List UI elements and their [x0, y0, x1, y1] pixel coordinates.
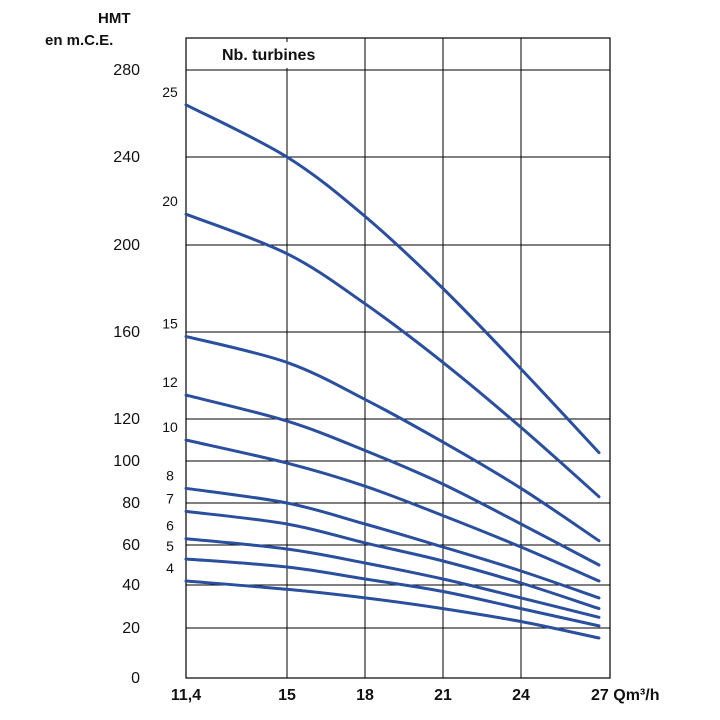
- curve-label-7: 7: [166, 490, 174, 506]
- y-axis-title-line2: en m.C.E.: [45, 32, 113, 49]
- curve-25-turbines: [184, 103, 601, 455]
- y-axis-ticks: 0 20 40 60 80 100 120 160 200 240 280: [113, 62, 140, 687]
- curve-7-turbines: [184, 509, 601, 611]
- plot-frame: [185, 37, 611, 679]
- legend-title: Nb. turbines: [222, 47, 315, 64]
- y-tick-label: 120: [113, 411, 140, 428]
- curve-label-5: 5: [166, 538, 174, 554]
- curve-label-15: 15: [162, 315, 178, 331]
- y-tick-label: 60: [122, 537, 140, 554]
- curve-20-turbines: [184, 212, 601, 499]
- curve-15-turbines: [184, 334, 601, 543]
- curve-label-20: 20: [162, 193, 178, 209]
- x-tick-label: 24: [512, 687, 530, 704]
- y-tick-label: 100: [113, 453, 140, 470]
- curve-label-8: 8: [166, 467, 174, 483]
- curve-12-turbines: [184, 393, 601, 567]
- curve-label-10: 10: [162, 419, 178, 435]
- curves: [184, 103, 601, 640]
- x-tick-label: 21: [434, 687, 452, 704]
- curve-label-25: 25: [162, 84, 178, 100]
- y-tick-label: 280: [113, 62, 140, 79]
- y-tick-label: 80: [122, 495, 140, 512]
- x-tick-label: 15: [278, 687, 296, 704]
- curve-4-turbines: [184, 579, 601, 640]
- curve-10-turbines: [184, 438, 601, 583]
- legend-background: [214, 42, 346, 68]
- curve-label-12: 12: [162, 374, 178, 390]
- x-tick-label: 27 Qm³/h: [591, 687, 659, 704]
- curve-label-6: 6: [166, 518, 174, 534]
- y-tick-label: 0: [131, 670, 140, 687]
- y-tick-label: 20: [122, 620, 140, 637]
- y-tick-label: 160: [113, 324, 140, 341]
- curve-labels: 25 20 15 12 10 8 7 6 5 4: [162, 84, 178, 576]
- curve-label-4: 4: [166, 560, 174, 576]
- x-axis-ticks: 11,4 15 18 21 24 27 Qm³/h: [171, 687, 660, 704]
- curve-8-turbines: [184, 486, 601, 600]
- curve-5-turbines: [184, 557, 601, 628]
- y-tick-label: 40: [122, 577, 140, 594]
- x-tick-label: 18: [356, 687, 374, 704]
- y-tick-label: 200: [113, 237, 140, 254]
- x-tick-label: 11,4: [171, 687, 201, 704]
- y-tick-label: 240: [113, 149, 140, 166]
- curve-6-turbines: [184, 537, 601, 619]
- y-axis-title-line1: HMT: [98, 10, 131, 27]
